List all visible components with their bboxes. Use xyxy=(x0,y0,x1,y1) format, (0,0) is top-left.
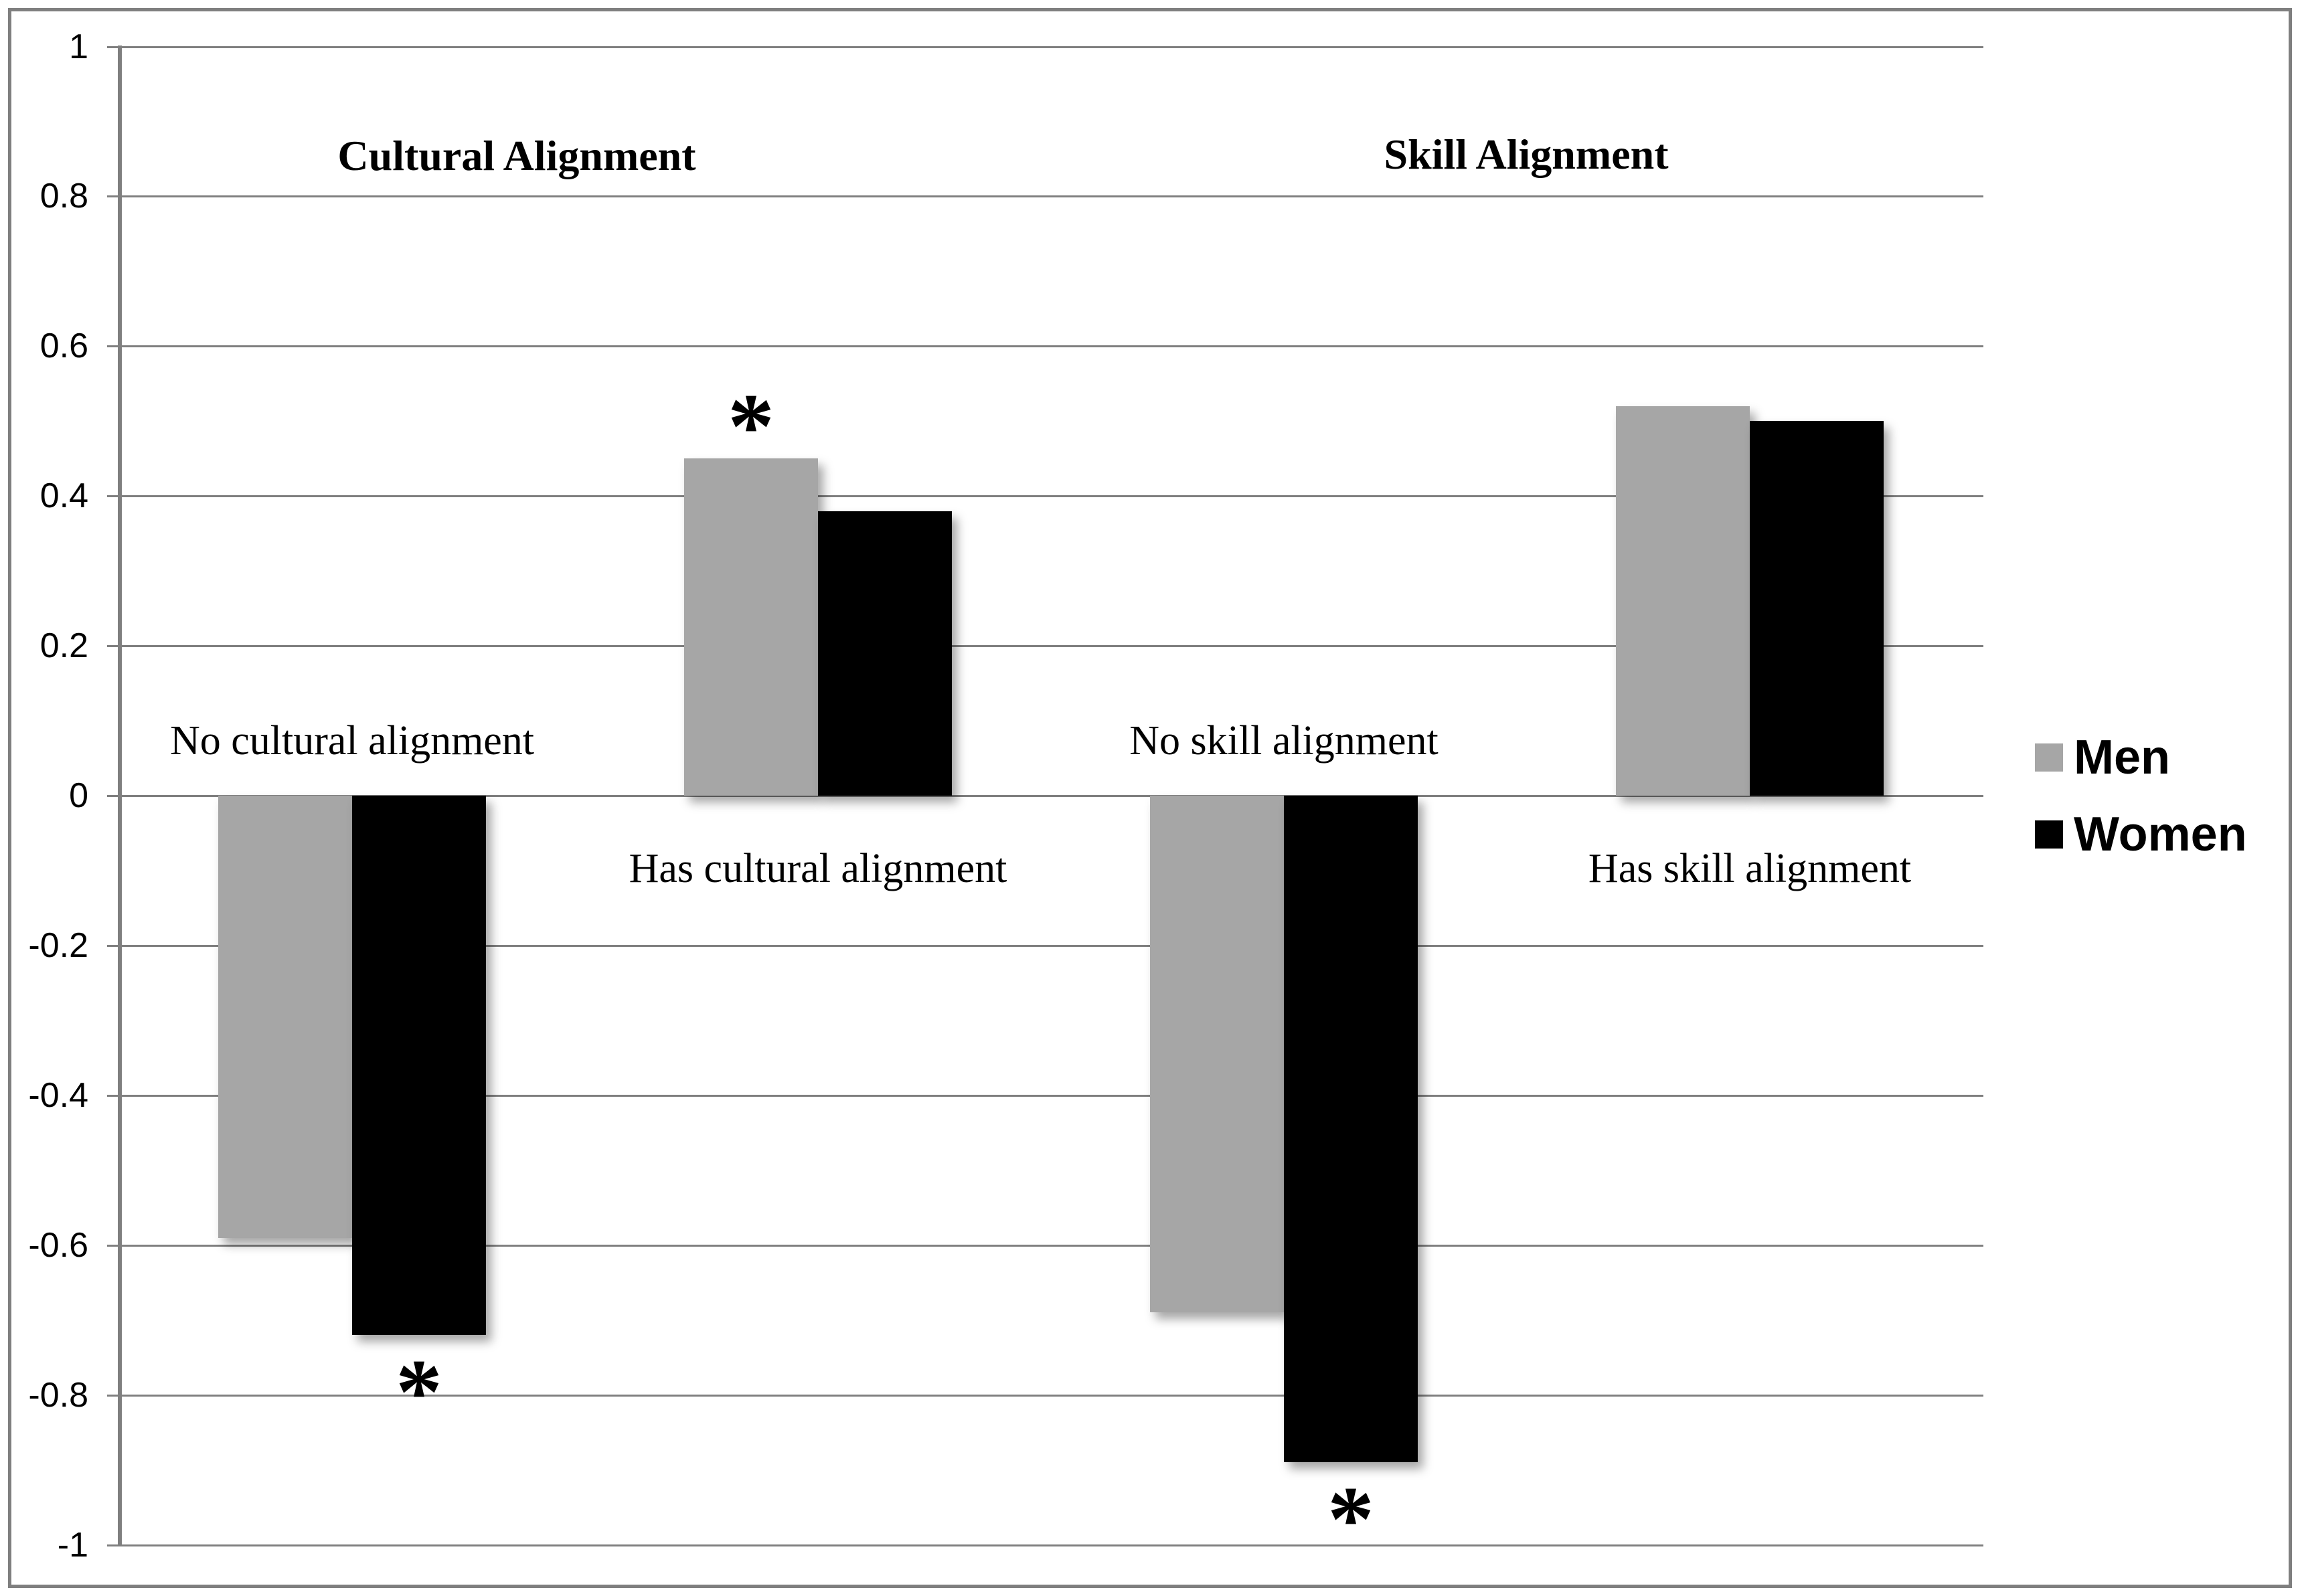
women-legend-label: Women xyxy=(2074,807,2247,861)
category-label: Has cultural alignment xyxy=(629,846,1007,891)
gridline xyxy=(107,1094,1983,1097)
y-tick-label: 0.4 xyxy=(39,476,88,516)
bar-women-1 xyxy=(352,796,486,1336)
bar-women-2 xyxy=(818,511,952,796)
y-tick-label: -1 xyxy=(57,1525,88,1565)
y-tick-label: 0 xyxy=(69,776,88,815)
significance-asterisk: * xyxy=(728,375,774,479)
category-label: No skill alignment xyxy=(1129,718,1439,764)
gridline xyxy=(107,1244,1983,1247)
bar-men-2 xyxy=(684,458,818,796)
gridline xyxy=(107,1544,1983,1546)
y-tick-label: -0.6 xyxy=(28,1225,88,1265)
significance-asterisk: * xyxy=(1327,1468,1374,1572)
gridline xyxy=(107,495,1983,498)
gridline xyxy=(107,345,1983,348)
y-axis-line xyxy=(118,45,122,1546)
legend-item-men: Men xyxy=(2035,729,2247,786)
gridline xyxy=(107,944,1983,947)
bar-men-3 xyxy=(1150,796,1284,1313)
bar-women-4 xyxy=(1750,421,1884,796)
bar-men-4 xyxy=(1616,406,1750,796)
y-tick-label: -0.2 xyxy=(28,925,88,965)
category-label: Has skill alignment xyxy=(1588,846,1912,891)
bar-women-3 xyxy=(1284,796,1418,1463)
category-label: No cultural alignment xyxy=(169,718,535,764)
gridline xyxy=(107,195,1983,198)
legend-item-women: Women xyxy=(2035,806,2247,863)
y-tick-label: 0.2 xyxy=(39,626,88,666)
y-tick-label: -0.8 xyxy=(28,1375,88,1415)
men-color-swatch xyxy=(2035,743,2063,772)
women-color-swatch xyxy=(2035,820,2063,849)
section-title: Cultural Alignment xyxy=(337,132,696,179)
men-legend-label: Men xyxy=(2074,730,2170,784)
section-title: Skill Alignment xyxy=(1384,130,1669,178)
gridline xyxy=(107,795,1983,797)
gridline xyxy=(107,46,1983,48)
gridline xyxy=(107,1394,1983,1397)
y-tick-label: 0.8 xyxy=(39,177,88,216)
legend: Men Women xyxy=(2035,729,2247,883)
y-tick-label: -0.4 xyxy=(28,1075,88,1115)
bar-men-1 xyxy=(218,796,352,1238)
y-tick-label: 0.6 xyxy=(39,327,88,366)
gridline xyxy=(107,645,1983,648)
significance-asterisk: * xyxy=(396,1340,442,1445)
y-tick-label: 1 xyxy=(69,27,88,66)
